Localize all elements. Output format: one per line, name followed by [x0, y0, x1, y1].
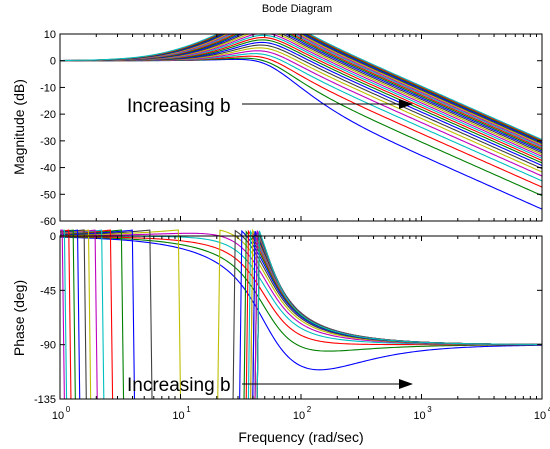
x-tick-label: 10	[413, 410, 425, 422]
magnitude-series-line	[59, 33, 543, 145]
x-tick-exponent: 1	[186, 405, 191, 414]
phase-ticks	[59, 235, 542, 400]
magnitude-tick-label: -50	[40, 189, 56, 201]
x-tick-exponent: 0	[66, 405, 71, 414]
phase-tick-label: -135	[34, 394, 56, 406]
phase-tick-label: -45	[40, 285, 56, 297]
x-tick-label: 10	[172, 410, 184, 422]
magnitude-panel: 10 0 -10 -20 -30 -40 -50 -60 Magnitude (dB) Inc…	[11, 29, 543, 228]
chart-title: Bode Diagram	[262, 3, 332, 15]
phase-tick-labels: 0 -45 -90 -135	[34, 231, 56, 406]
x-tick-label: 10	[293, 410, 305, 422]
magnitude-ylabel: Magnitude (dB)	[11, 79, 27, 175]
x-tick-exponent: 3	[427, 405, 432, 414]
phase-panel: 0-45-90-135 Phase (deg) Increasing b 100…	[11, 228, 550, 445]
magnitude-tick-label: -40	[40, 163, 56, 175]
magnitude-curves	[59, 33, 543, 210]
x-tick-labels: 100101102103104	[52, 405, 550, 422]
magnitude-series-line	[60, 55, 543, 188]
magnitude-tick-label: -20	[40, 109, 56, 121]
magnitude-tick-label: -60	[40, 216, 56, 228]
x-tick-label: 10	[52, 410, 64, 422]
phase-annotation: Increasing b	[127, 375, 413, 396]
x-axis-label: Frequency (rad/sec)	[238, 429, 363, 445]
x-tick-exponent: 4	[548, 405, 550, 414]
magnitude-annotation-arrowhead	[399, 99, 413, 109]
x-tick-exponent: 2	[307, 405, 312, 414]
magnitude-tick-labels: 10 0 -10 -20 -30 -40 -50 -60	[40, 29, 56, 228]
phase-curves	[59, 228, 543, 400]
magnitude-tick-label: 10	[44, 29, 56, 41]
phase-tick-label: -90	[40, 340, 56, 352]
phase-tick-label: 0	[50, 231, 56, 243]
magnitude-annotation: Increasing b	[127, 96, 413, 117]
magnitude-ticks	[59, 33, 542, 222]
magnitude-annotation-text: Increasing b	[127, 96, 231, 117]
x-tick-label: 10	[534, 410, 546, 422]
magnitude-tick-label: -30	[40, 136, 56, 148]
phase-series-line	[59, 236, 542, 352]
phase-ylabel: Phase (deg)	[11, 280, 27, 356]
phase-annotation-arrowhead	[399, 379, 413, 389]
magnitude-tick-label: -10	[40, 82, 56, 94]
phase-series-line	[59, 236, 543, 371]
magnitude-tick-label: 0	[50, 56, 56, 68]
phase-annotation-text: Increasing b	[127, 375, 231, 396]
